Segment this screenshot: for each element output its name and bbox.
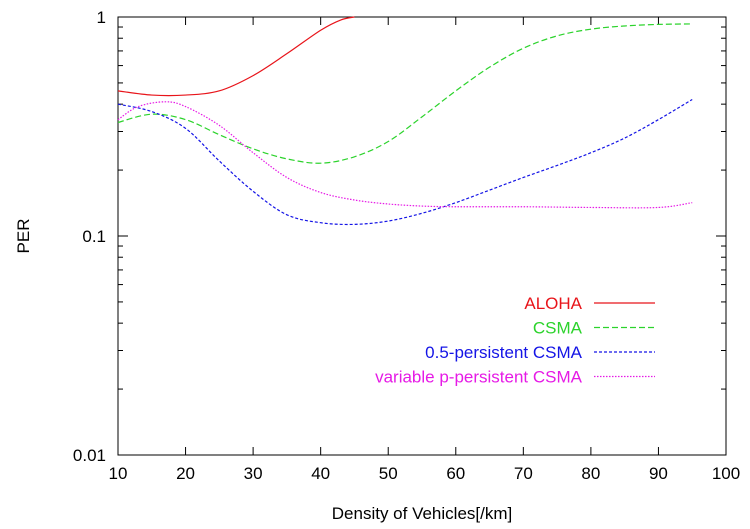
y-axis-title: PER bbox=[14, 219, 33, 254]
legend-label: CSMA bbox=[533, 319, 583, 338]
plot-area bbox=[117, 16, 727, 456]
x-axis-title: Density of Vehicles[/km] bbox=[332, 504, 512, 523]
x-tick-label: 60 bbox=[446, 464, 465, 483]
legend-label: variable p-persistent CSMA bbox=[375, 368, 583, 387]
x-axis: 10 20 30 40 50 60 70 80 90 100 bbox=[109, 17, 740, 483]
x-tick-label: 10 bbox=[109, 464, 128, 483]
y-tick-label: 0.01 bbox=[73, 446, 106, 465]
y-tick-label: 1 bbox=[97, 8, 106, 27]
y-axis: 0.01 0.1 1 bbox=[73, 8, 726, 465]
legend-label: 0.5-persistent CSMA bbox=[425, 343, 582, 362]
series-lines bbox=[117, 16, 693, 226]
x-tick-label: 80 bbox=[581, 464, 600, 483]
legend-label: ALOHA bbox=[524, 294, 582, 313]
series-line-2 bbox=[117, 98, 693, 226]
y-tick-label: 0.1 bbox=[82, 227, 106, 246]
x-tick-label: 90 bbox=[649, 464, 668, 483]
x-tick-label: 50 bbox=[379, 464, 398, 483]
series-line-0 bbox=[117, 16, 355, 97]
x-tick-label: 70 bbox=[514, 464, 533, 483]
x-tick-label: 40 bbox=[311, 464, 330, 483]
x-tick-label: 20 bbox=[176, 464, 195, 483]
legend: ALOHA CSMA 0.5-persistent CSMA variable p-p… bbox=[375, 294, 655, 387]
x-tick-label: 100 bbox=[712, 464, 740, 483]
x-tick-label: 30 bbox=[244, 464, 263, 483]
series-line-1 bbox=[117, 23, 693, 164]
